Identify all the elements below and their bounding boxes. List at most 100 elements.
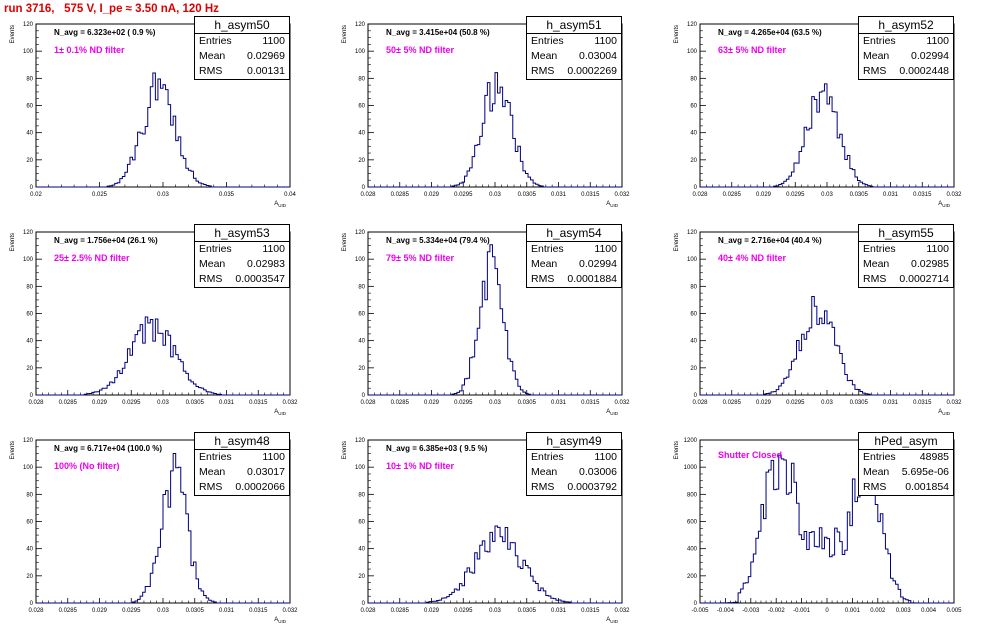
x-tick-label: 0.029 <box>424 608 440 614</box>
navg-label: N_avg = 2.716e+04 (40.4 %) <box>718 236 822 245</box>
stats-mean-value: 0.03004 <box>579 50 617 62</box>
y-tick-label: 120 <box>687 230 698 236</box>
stats-entries-row: Entries 1100 <box>859 34 953 49</box>
x-tick-label: 0.03 <box>489 400 501 406</box>
x-tick-label: 0.0305 <box>186 608 205 614</box>
stats-mean-label: Mean <box>199 258 226 270</box>
x-tick-label: 0.0285 <box>723 400 742 406</box>
x-axis-label: AUID <box>274 409 287 416</box>
x-tick-label: 0.032 <box>282 400 298 406</box>
x-tick-label: 0.032 <box>614 192 630 198</box>
y-tick-label: 20 <box>26 158 33 164</box>
x-tick-label: 0.0305 <box>186 400 205 406</box>
histogram-plot: 0.028 0.0285 0.029 0.0295 0.03 0.0305 0.031 0.0… <box>342 230 630 416</box>
x-tick-label: 0.0295 <box>454 400 473 406</box>
x-tick-label: 0.0295 <box>786 192 805 198</box>
x-tick-label: 0.03 <box>821 192 833 198</box>
x-tick-label: 0.002 <box>870 608 886 614</box>
x-tick-label: 0.0285 <box>59 608 78 614</box>
x-tick-label: 0.032 <box>946 400 962 406</box>
stats-entries-row: Entries 1100 <box>859 242 953 257</box>
histogram-panel-hPed_asym: -0.005 -0.004 -0.003 -0.002 -0.001 0 0.001 0.00… <box>664 430 996 638</box>
y-axis-label: Events <box>674 233 680 251</box>
x-tick-label: -0.004 <box>717 608 735 614</box>
x-tick-label: 0.0305 <box>518 192 537 198</box>
x-tick-label: 0 <box>825 608 829 614</box>
x-tick-label: 0.0305 <box>518 608 537 614</box>
stats-rms-row: RMS 0.00131 <box>195 64 289 79</box>
stats-box: h_asym52 Entries 1100 Mean 0.02994 RMS 0.00024… <box>858 16 954 80</box>
y-tick-label: 200 <box>687 574 698 580</box>
y-tick-label: 100 <box>23 257 34 263</box>
x-axis-label: AUID <box>274 617 287 624</box>
y-tick-label: 0 <box>694 185 698 191</box>
x-axis-label: AUID <box>606 409 619 416</box>
y-tick-label: 40 <box>690 339 697 345</box>
stats-mean-row: Mean 0.03004 <box>527 49 621 64</box>
stats-mean-value: 0.02994 <box>911 50 949 62</box>
stats-mean-row: Mean 5.695e-06 <box>859 465 953 480</box>
y-tick-label: 100 <box>687 49 698 55</box>
y-axis-label: Events <box>10 233 16 251</box>
stats-mean-row: Mean 0.02994 <box>527 257 621 272</box>
stats-mean-value: 0.02983 <box>247 258 285 270</box>
stats-title: h_asym50 <box>195 17 289 34</box>
stats-entries-row: Entries 1100 <box>527 34 621 49</box>
y-tick-label: 100 <box>23 49 34 55</box>
x-tick-label: 0.031 <box>551 608 567 614</box>
histogram-panel-h_asym49: 0.028 0.0285 0.029 0.0295 0.03 0.0305 0.031 0.0… <box>332 430 664 638</box>
stats-entries-label: Entries <box>199 451 232 463</box>
x-tick-label: 0.032 <box>614 608 630 614</box>
stats-entries-value: 48985 <box>919 451 949 463</box>
y-tick-label: 40 <box>26 131 33 137</box>
stats-rms-row: RMS 0.0002448 <box>859 64 953 79</box>
stats-title: hPed_asym <box>859 433 953 450</box>
stats-mean-label: Mean <box>199 466 226 478</box>
stats-mean-value: 0.03006 <box>579 466 617 478</box>
x-tick-label: 0.0315 <box>249 608 268 614</box>
stats-entries-value: 1100 <box>594 243 617 255</box>
x-tick-label: 0.0315 <box>581 192 600 198</box>
y-tick-label: 60 <box>358 312 365 318</box>
y-tick-label: 100 <box>23 465 34 471</box>
x-tick-label: 0.0315 <box>581 608 600 614</box>
filter-annotation: 79± 5% ND filter <box>386 253 454 263</box>
x-tick-label: 0.031 <box>219 608 235 614</box>
stats-box: h_asym49 Entries 1100 Mean 0.03006 RMS 0.00037… <box>526 432 622 496</box>
x-tick-label: 0.0295 <box>786 400 805 406</box>
x-tick-label: 0.028 <box>360 192 376 198</box>
x-tick-label: 0.032 <box>946 192 962 198</box>
histogram-line <box>36 316 290 396</box>
stats-rms-label: RMS <box>199 273 223 285</box>
histogram-line <box>700 439 954 604</box>
y-tick-label: 40 <box>358 547 365 553</box>
histogram-line <box>36 72 290 188</box>
x-tick-label: 0.03 <box>157 608 169 614</box>
histogram-plot: 0.028 0.0285 0.029 0.0295 0.03 0.0305 0.031 0.0… <box>674 22 962 208</box>
y-tick-label: 40 <box>358 131 365 137</box>
histogram-panel-h_asym48: 0.028 0.0285 0.029 0.0295 0.03 0.0305 0.031 0.0… <box>0 430 332 638</box>
y-tick-label: 20 <box>26 574 33 580</box>
y-tick-label: 40 <box>358 339 365 345</box>
y-tick-label: 40 <box>26 339 33 345</box>
y-tick-label: 20 <box>358 366 365 372</box>
stats-entries-label: Entries <box>531 243 564 255</box>
y-tick-label: 0 <box>362 601 366 607</box>
histogram-plot: 0.028 0.0285 0.029 0.0295 0.03 0.0305 0.031 0.0… <box>10 230 298 416</box>
filter-annotation: 1± 0.1% ND filter <box>54 45 125 55</box>
stats-rms-value: 0.0002714 <box>899 273 949 285</box>
y-tick-label: 400 <box>687 547 698 553</box>
x-tick-label: 0.03 <box>157 400 169 406</box>
x-tick-label: 0.032 <box>282 608 298 614</box>
x-tick-label: 0.029 <box>756 192 772 198</box>
x-tick-label: -0.001 <box>793 608 811 614</box>
stats-rms-label: RMS <box>531 273 555 285</box>
stats-rms-row: RMS 0.0003547 <box>195 272 289 287</box>
stats-entries-value: 1100 <box>262 35 285 47</box>
x-axis-label: AUID <box>938 201 951 208</box>
y-axis-label: Events <box>342 233 348 251</box>
x-axis-label: AUID <box>274 201 287 208</box>
y-axis-label: Events <box>674 441 680 459</box>
x-tick-label: 0.003 <box>896 608 912 614</box>
y-tick-label: 40 <box>690 131 697 137</box>
